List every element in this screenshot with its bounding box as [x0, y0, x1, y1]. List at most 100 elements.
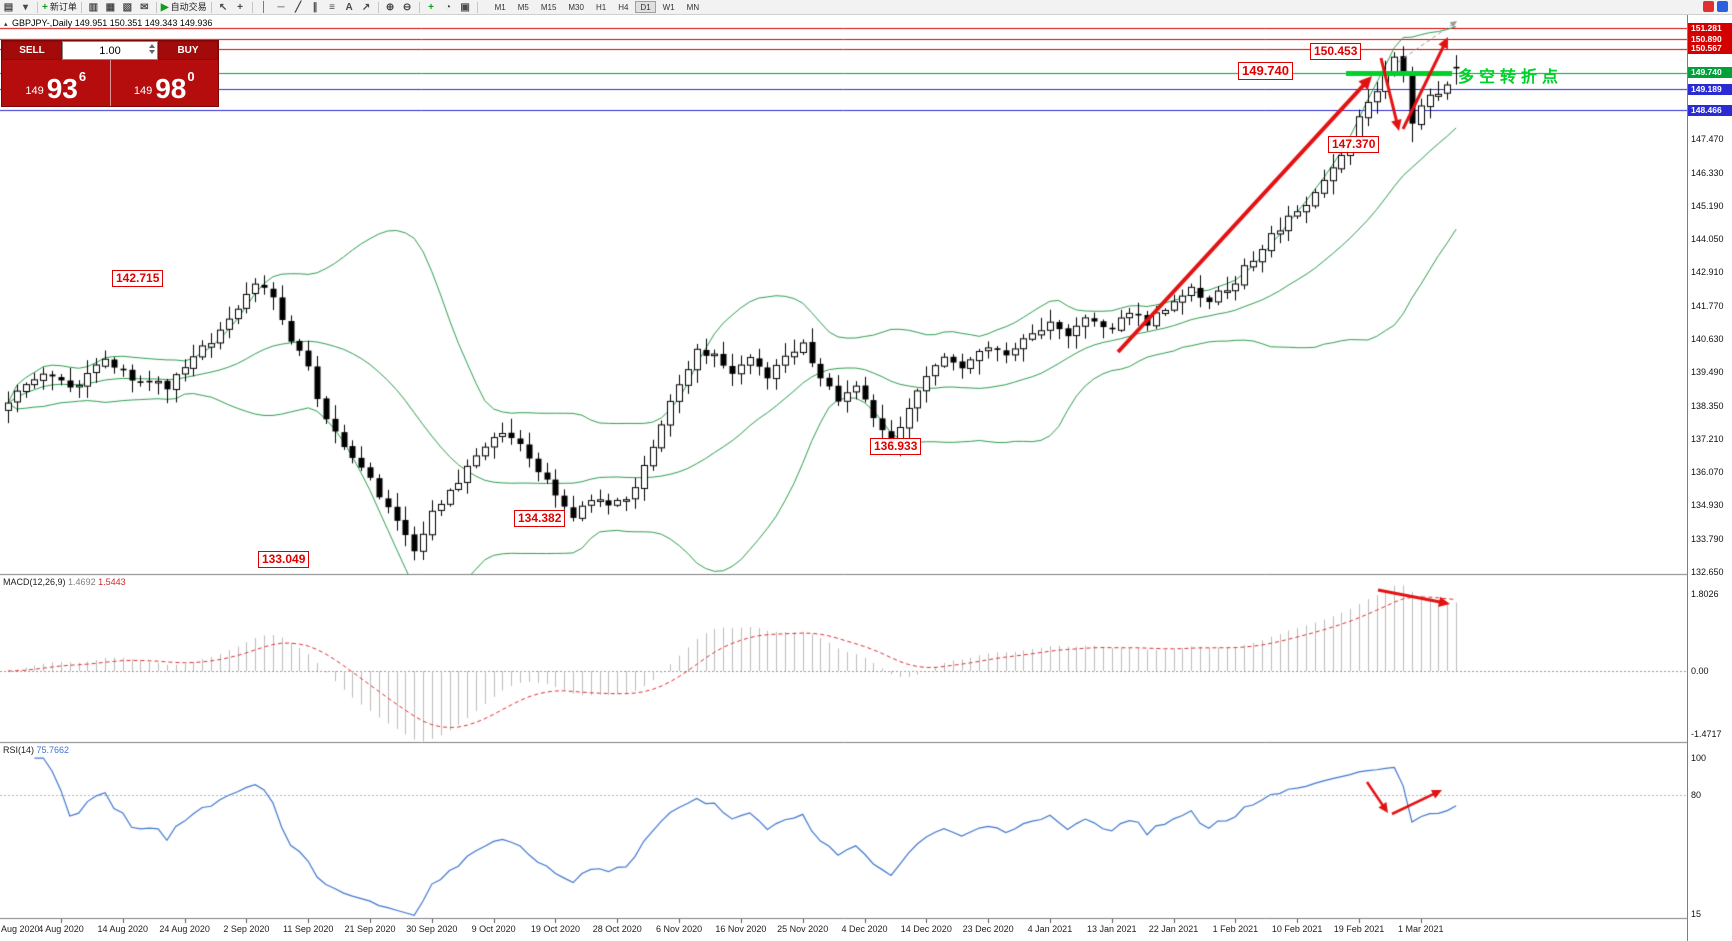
vertical-line-icon[interactable]: │: [257, 1, 272, 14]
zoom-in-icon[interactable]: ⊕: [383, 1, 398, 14]
buy-button[interactable]: BUY: [158, 41, 218, 60]
timeframe-h4-button[interactable]: H4: [618, 3, 629, 12]
timeframe-m30-button[interactable]: M30: [568, 3, 584, 12]
alert-red-icon[interactable]: [1703, 1, 1714, 12]
toolbar-separator: [37, 1, 38, 13]
macd-value-2: 1.5443: [98, 577, 126, 587]
cursor-icon[interactable]: ↖: [216, 1, 231, 14]
trade-prices-row: 149 93 6 149 98 0: [2, 60, 218, 106]
periods-icon[interactable]: ◔: [441, 1, 456, 14]
volume-spinner[interactable]: 1.00: [62, 41, 158, 60]
time-axis-label: 13 Jan 2021: [1086, 924, 1137, 934]
price-axis-label: 134.930: [1691, 500, 1724, 511]
data-window-icon[interactable]: ▦: [103, 1, 118, 14]
macd-value-1: 1.4692: [68, 577, 96, 587]
rsi-axis-label: 80: [1691, 789, 1702, 800]
fibonacci-icon[interactable]: ≡: [325, 1, 340, 14]
data-window-icon-glyph: ▦: [105, 1, 116, 13]
time-axis-label: 6 Nov 2020: [656, 924, 703, 934]
time-axis-label: 14 Aug 2020: [97, 924, 149, 934]
price-axis-label: 132.650: [1691, 567, 1724, 578]
price-annotation[interactable]: 142.715: [112, 270, 164, 287]
toolbar-corner-icons: [1703, 1, 1728, 12]
toolbar-separator: [80, 1, 82, 13]
zoom-out-icon-glyph: ⊖: [402, 1, 412, 13]
tile-windows-icon-glyph: ▣: [460, 1, 470, 13]
zoom-out-icon[interactable]: ⊖: [400, 1, 415, 14]
price-annotation[interactable]: 134.382: [514, 510, 566, 527]
macd-axis-label: -1.4717: [1691, 728, 1722, 739]
price-axis-label: 137.210: [1691, 433, 1724, 444]
fibonacci-icon-glyph: ≡: [329, 1, 335, 13]
price-annotation[interactable]: 136.933: [870, 438, 922, 455]
price-annotation[interactable]: 149.740: [1238, 62, 1293, 81]
price-tag: 149.740: [1688, 67, 1732, 79]
timeframe-mn-button[interactable]: MN: [686, 3, 700, 12]
autotrading-button-label: 自动交易: [170, 1, 207, 12]
time-axis-label: 4 Jan 2021: [1027, 924, 1073, 934]
channel-icon[interactable]: ∥: [308, 1, 323, 14]
navigator-icon[interactable]: ▧: [120, 1, 135, 14]
rsi-name: RSI(14): [3, 745, 35, 755]
buy-price-prefix: 149: [133, 85, 153, 97]
text-label-icon-glyph: A: [345, 1, 353, 13]
volume-down-icon[interactable]: [149, 50, 155, 54]
indicators-icon[interactable]: +: [424, 1, 439, 14]
timeframe-d1-button[interactable]: D1: [635, 1, 656, 13]
sell-price-main: 93: [46, 73, 78, 105]
pivot-point-label[interactable]: 多空转折点: [1458, 69, 1564, 86]
chart-quote-line: ▴ GBPJPY-,Daily 149.951 150.351 149.343 …: [4, 18, 212, 28]
price-tag: 150.567: [1688, 43, 1732, 55]
price-tag: 148.466: [1688, 104, 1732, 116]
toolbar-items: ▤ ▾ + 新订单 ▥ ▦ ▧ ✉ ▶ 自动交易 ↖ + │ ─ ╱ ∥ ≡ A ↗ ⊕ ⊖ + ◔ ▣: [0, 0, 481, 15]
toolbar-separator: [155, 1, 157, 13]
crosshair-icon[interactable]: +: [233, 1, 248, 14]
horizontal-line-icon[interactable]: ─: [274, 1, 289, 14]
time-axis-label: 14 Dec 2020: [900, 924, 952, 934]
arrows-tool-icon[interactable]: ↗: [359, 1, 374, 14]
sell-price-pip: 6: [78, 69, 87, 84]
buy-price-main: 98: [155, 73, 187, 105]
time-axis-label: 9 Oct 2020: [471, 924, 516, 934]
text-label-icon[interactable]: A: [342, 1, 357, 14]
timeframe-toolbar: M1 M5 M15 M30 H1 H4 D1 W1 MN: [489, 0, 706, 15]
price-tag: 151.281: [1688, 22, 1732, 34]
timeframe-m5-button[interactable]: M5: [517, 3, 529, 12]
arrows-tool-icon-glyph: ↗: [361, 1, 371, 13]
rsi-axis-label: 15: [1691, 909, 1702, 919]
channel-icon-glyph: ∥: [312, 1, 318, 13]
indicators-icon-glyph: +: [428, 1, 434, 13]
price-axis-label: 145.190: [1691, 200, 1724, 211]
volume-value: 1.00: [99, 44, 121, 57]
news-blue-icon[interactable]: [1717, 1, 1728, 12]
price-tag: 150.890: [1688, 33, 1732, 45]
mailbox-icon[interactable]: ✉: [137, 1, 152, 14]
price-annotation[interactable]: 133.049: [258, 551, 310, 568]
volume-up-icon[interactable]: [149, 44, 155, 48]
time-axis-label-clipped: Aug 2020: [1, 924, 40, 934]
autotrading-button[interactable]: ▶ 自动交易: [161, 1, 207, 14]
sell-price-prefix: 149: [25, 85, 44, 97]
market-watch-icon[interactable]: ▥: [86, 1, 101, 14]
sell-button[interactable]: SELL: [2, 41, 62, 60]
time-axis-label: 19 Oct 2020: [530, 924, 580, 934]
timeframe-m1-button[interactable]: M1: [494, 3, 506, 12]
buy-price-display[interactable]: 149 98 0: [109, 60, 219, 106]
time-axis-label: 30 Sep 2020: [406, 924, 458, 934]
timeframe-h1-button[interactable]: H1: [595, 3, 607, 12]
new-chart-icon[interactable]: ▤: [1, 1, 16, 14]
sell-price-display[interactable]: 149 93 6: [2, 60, 110, 106]
timeframe-w1-button[interactable]: W1: [662, 3, 675, 12]
time-axis-label: 4 Aug 2020: [38, 924, 84, 934]
chart-dropdown-icon[interactable]: ▾: [18, 1, 33, 14]
buy-price-pip: 0: [187, 69, 195, 84]
trendline-icon[interactable]: ╱: [291, 1, 306, 14]
timeframe-m15-button[interactable]: M15: [540, 3, 557, 12]
toolbar-separator: [476, 1, 478, 13]
price-annotation[interactable]: 147.370: [1328, 136, 1380, 153]
price-annotation[interactable]: 150.453: [1310, 43, 1362, 60]
tile-windows-icon[interactable]: ▣: [458, 1, 473, 14]
new-order-button[interactable]: + 新订单: [42, 1, 77, 14]
price-axis-label: 133.790: [1691, 533, 1724, 544]
